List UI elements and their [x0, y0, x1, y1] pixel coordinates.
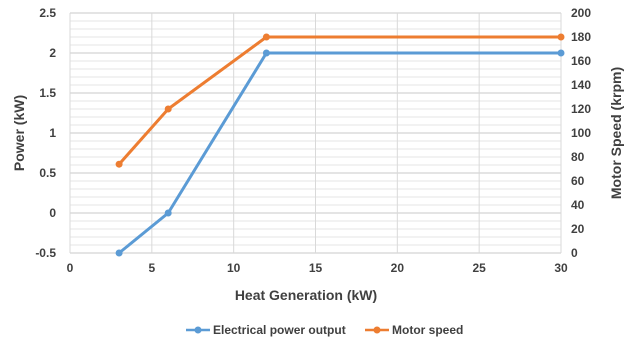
x-tick-label: 15: [309, 261, 323, 275]
y-left-tick-label: 2: [49, 46, 56, 60]
series-lines: [117, 35, 561, 255]
y-right-tick-label: 0: [571, 246, 578, 260]
y-left-tick-label: 1: [49, 126, 56, 140]
y-left-tick-label: 2.5: [39, 6, 56, 20]
data-point-electrical-power: [557, 49, 565, 57]
x-tick-label: 5: [148, 261, 155, 275]
series-line-electrical-power: [118, 51, 561, 255]
data-point-motor-speed: [262, 33, 270, 41]
y-right-tick-label: 100: [571, 126, 591, 140]
x-tick-label: 30: [554, 261, 568, 275]
legend-item-motor-speed: Motor speed: [365, 323, 463, 337]
y-right-tick-label: 80: [571, 150, 585, 164]
tick-labels: 0 5 10 15 20 25 30 -0.5 0 0.5 1 1.5 2 2.5 0 20 40 60 80 100…: [35, 6, 591, 275]
x-tick-label: 0: [67, 261, 74, 275]
y-right-tick-label: 180: [571, 30, 591, 44]
y-left-tick-label: -0.5: [35, 246, 56, 260]
data-point-electrical-power: [262, 49, 270, 57]
legend-label-electrical-power: Electrical power output: [213, 323, 346, 337]
x-tick-label: 10: [227, 261, 241, 275]
data-point-motor-speed: [115, 160, 123, 168]
data-point-motor-speed: [164, 105, 172, 113]
series-points: [115, 33, 565, 257]
x-axis-title: Heat Generation (kW): [235, 287, 377, 303]
y-axis-right-title: Motor Speed (krpm): [608, 67, 624, 199]
legend-label-motor-speed: Motor speed: [392, 323, 463, 337]
y-left-tick-label: 0.5: [39, 166, 56, 180]
data-point-electrical-power: [115, 249, 123, 257]
y-right-tick-label: 140: [571, 78, 591, 92]
legend-item-electrical-power: Electrical power output: [186, 323, 346, 337]
y-right-tick-label: 120: [571, 102, 591, 116]
data-point-electrical-power: [164, 209, 172, 217]
y-right-tick-label: 20: [571, 222, 585, 236]
legend: Electrical power output Motor speed: [186, 323, 463, 337]
x-tick-label: 25: [472, 261, 486, 275]
y-left-tick-label: 0: [49, 206, 56, 220]
y-right-tick-label: 200: [571, 6, 591, 20]
y-axis-left-title: Power (kW): [11, 95, 27, 171]
grid: [69, 12, 562, 254]
data-point-motor-speed: [557, 33, 565, 41]
y-right-tick-label: 60: [571, 174, 585, 188]
series-line-motor-speed: [117, 35, 561, 166]
y-left-tick-label: 1.5: [39, 86, 56, 100]
y-right-tick-label: 160: [571, 54, 591, 68]
y-right-tick-label: 40: [571, 198, 585, 212]
x-tick-label: 20: [391, 261, 405, 275]
